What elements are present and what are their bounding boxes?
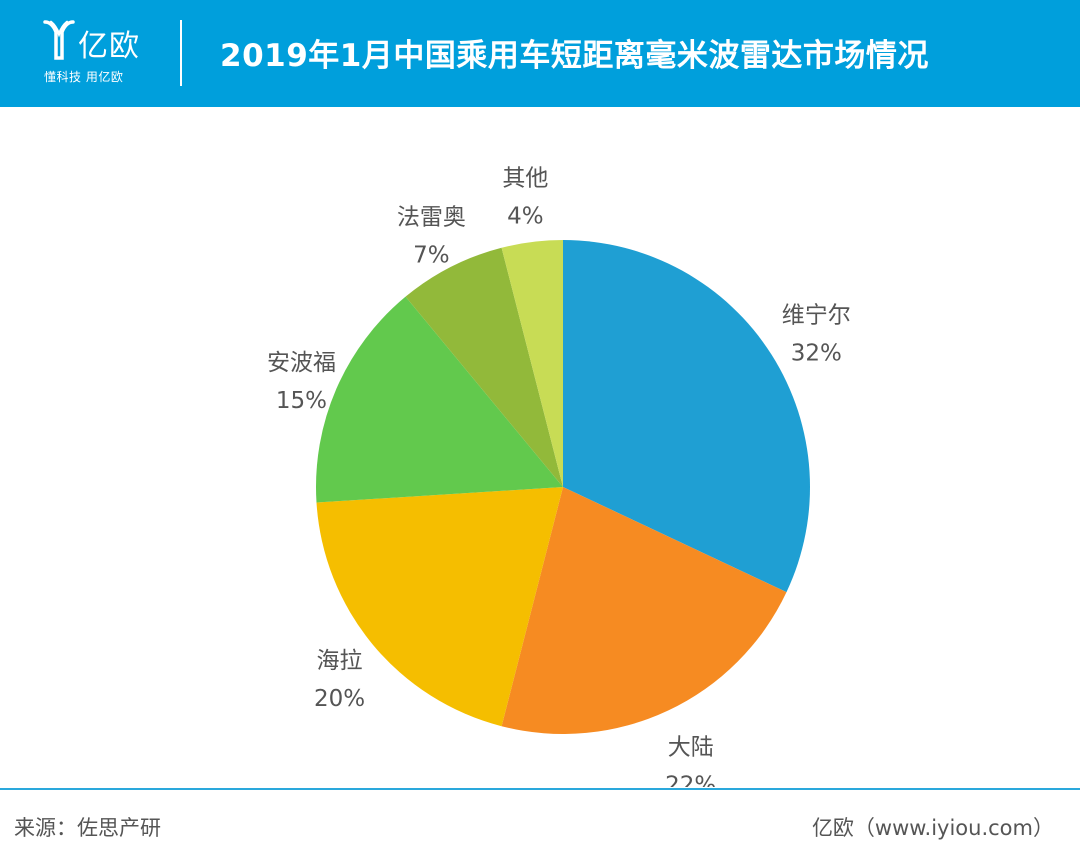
pie-chart: 维宁尔 32% 大陆 22% 海拉 20% 安波福 15% 法雷奥 7% 其他 4%: [267, 165, 851, 787]
slice-value-label-3: 15%: [276, 388, 327, 414]
slice-value-label-0: 32%: [791, 340, 842, 366]
pie-slice-1: [501, 487, 787, 734]
slice-value-label-2: 20%: [314, 686, 365, 712]
slice-label-1: 大陆: [668, 734, 714, 760]
footer-divider: [0, 788, 1080, 790]
slice-value-label-1: 22%: [665, 772, 716, 787]
credit-note: 亿欧（www.iyiou.com）: [811, 816, 1054, 840]
brand-logo: 亿欧 懂科技 用亿欧: [42, 18, 152, 88]
slice-value-label-5: 4%: [507, 203, 544, 229]
source-note: 来源：佐思产研: [14, 816, 161, 840]
pie-chart-area: 维宁尔 32% 大陆 22% 海拉 20% 安波福 15% 法雷奥 7% 其他 4%: [0, 107, 1080, 787]
header-divider: [180, 20, 182, 86]
logo-mark-icon: [43, 20, 75, 60]
pie-slice-0: [563, 240, 810, 593]
slice-label-0: 维宁尔: [782, 302, 851, 328]
slice-label-5: 其他: [502, 165, 548, 191]
pie-slice-5: [501, 240, 563, 487]
slice-value-label-4: 7%: [413, 243, 450, 269]
pie-slice-2: [316, 487, 563, 727]
pie-slice-4: [405, 247, 563, 487]
logo-tagline: 懂科技 用亿欧: [44, 70, 124, 84]
pie-slice-3: [316, 296, 563, 503]
logo-name: 亿欧: [78, 29, 140, 64]
slice-label-4: 法雷奥: [397, 205, 466, 231]
slice-label-2: 海拉: [317, 648, 363, 674]
header-bar: 亿欧 懂科技 用亿欧 2019年1月中国乘用车短距离毫米波雷达市场情况: [0, 0, 1080, 107]
slice-label-3: 安波福: [267, 350, 336, 376]
page-title: 2019年1月中国乘用车短距离毫米波雷达市场情况: [220, 38, 929, 74]
